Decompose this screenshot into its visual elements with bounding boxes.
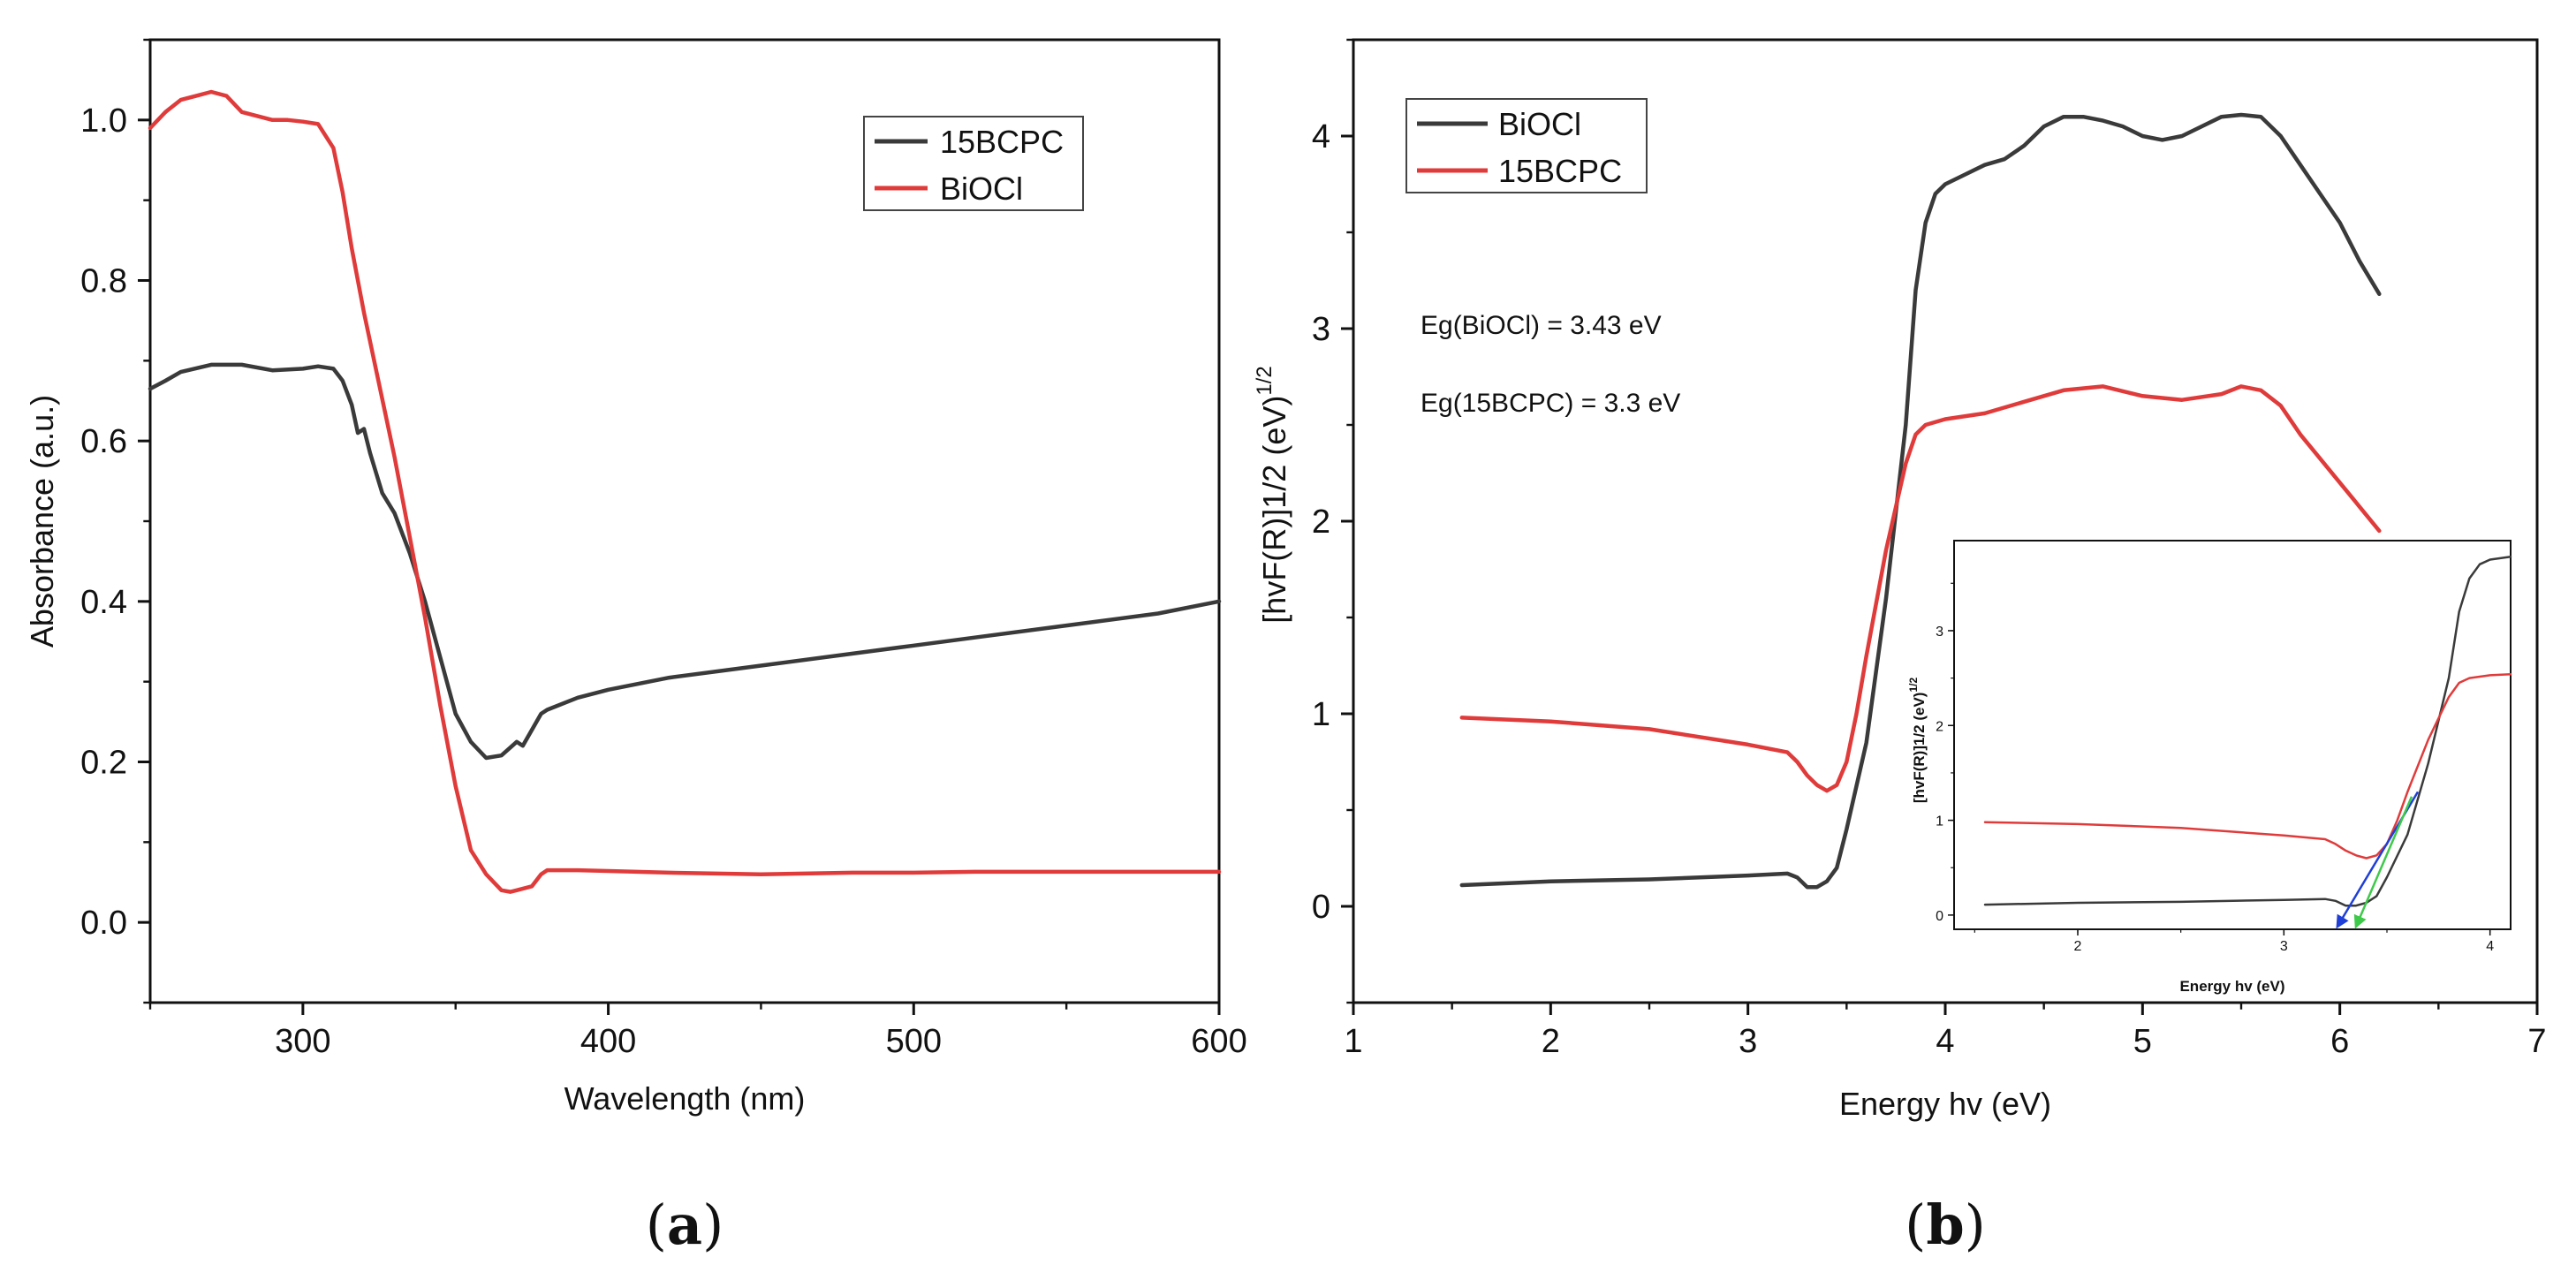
chart-a-xtick-label: 600 [1191,1023,1246,1060]
chart-a-xtick-label: 300 [275,1023,330,1060]
chart-b-series-biocl [1459,112,2382,890]
chart-a-legend-box [863,116,1084,211]
chart-a-ytick-label: 0.4 [80,584,127,621]
chart-b-ytick-label: 4 [1312,118,1330,155]
chart-b-ylabel: [hvF(R)]1/2 (eV)1/2 [1253,366,1292,623]
chart-b-xtick-label: 5 [2133,1023,2152,1060]
chart-b-inset-series-15bcpc [1983,673,2512,860]
chart-a-ytick-label: 1.0 [80,102,127,140]
chart-a-ytick-label: 0.2 [80,745,127,782]
chart-b-inset-xtick-label: 3 [2280,939,2288,954]
chart-a-legend-15bcpc: 15BCPC [940,124,1064,160]
chart-b-inset-xlabel: Energy hv (eV) [2179,978,2284,995]
chart-a-legend: 15BCPC BiOCl [863,116,1084,211]
chart-b-ytick-label: 3 [1312,311,1330,348]
chart-b-ylabel-main: [hvF(R)]1/2 (eV) [1256,396,1292,624]
chart-b-xtick-label: 2 [1542,1023,1560,1060]
chart-b-ytick-label: 0 [1312,889,1330,926]
chart-b-inset-ytick-label: 0 [1936,909,1943,924]
chart-a-ytick-label: 0.0 [80,905,127,942]
chart-b-xtick-label: 7 [2527,1023,2546,1060]
chart-a-series-15bcpc [148,362,1222,761]
chart-b-xtick-label: 6 [2330,1023,2349,1060]
chart-a-ylabel: Absorbance (a.u.) [24,395,60,648]
chart-b-inset-green-tangent [2353,796,2413,929]
chart-b-inset-xtick-label: 4 [2486,939,2494,954]
chart-a-panel-close: ) [702,1193,724,1257]
chart-b-annotation-15bcpc: Eg(15BCPC) = 3.3 eV [1421,389,1680,418]
chart-a-ytick-label: 0.6 [80,423,127,460]
chart-a-ytick-label: 0.8 [80,263,127,300]
chart-b-inset-xtick-label: 2 [2074,939,2082,954]
chart-b-legend-box [1405,98,1648,193]
chart-b-panel-close: ) [1965,1193,1986,1257]
chart-b: 1 2 3 4 5 6 7 0 1 2 3 4 Energy hv (eV) [hvF(R)]1/2 … [1253,38,2547,1257]
chart-b-inset-ylabel-sup: 1/2 [1907,678,1920,693]
chart-b-inset-ylabel: [hvF(R)]1/2 (eV)1/2 [1907,678,1928,804]
chart-b-ytick-label: 2 [1312,504,1330,541]
chart-b-inset-ytick-label: 3 [1936,625,1943,640]
chart-b-panel-letter: b [1926,1193,1964,1257]
chart-b-series-15bcpc [1459,384,2382,793]
chart-a-series-biocl [148,89,1222,894]
chart-a-legend-biocl: BiOCl [940,170,1023,207]
chart-b-xtick-label: 3 [1739,1023,1757,1060]
chart-b-inset-ytick-label: 2 [1936,719,1943,734]
chart-b-inset-ylabel-main: [hvF(R)]1/2 (eV) [1911,693,1928,804]
chart-a-panel-letter: a [667,1193,702,1257]
chart-a-xlabel: Wavelength (nm) [564,1080,806,1117]
chart-b-panel-open: ( [1905,1193,1926,1257]
chart-b-ytick-label: 1 [1312,696,1330,733]
chart-b-legend-biocl: BiOCl [1498,106,1581,142]
chart-b-inset: 2 3 4 0 1 2 3 Energy hv (eV) [hvF(R)]1/2 (eV)1… [1907,540,2512,995]
chart-b-xtick-label: 4 [1936,1023,1954,1060]
chart-b-inset-ytick-label: 1 [1936,814,1943,829]
chart-b-xtick-label: 1 [1344,1023,1362,1060]
chart-b-inset-series-biocl [1983,555,2512,907]
chart-a-xtick-label: 400 [580,1023,636,1060]
chart-b-inset-frame [1953,540,2512,930]
chart-a-panel-label: (a) [646,1193,724,1257]
chart-a-xtick-label: 500 [886,1023,942,1060]
chart-b-xlabel: Energy hv (eV) [1839,1086,2051,1122]
chart-b-panel-label: (b) [1905,1193,1986,1257]
chart-b-legend: BiOCl 15BCPC [1405,98,1648,193]
chart-a-panel-open: ( [646,1193,667,1257]
chart-b-ylabel-sup: 1/2 [1253,366,1277,395]
chart-a: 300 400 500 600 0.0 0.2 0.4 0.6 0.8 1.0 Wavelengt… [24,38,1247,1257]
chart-b-annotation-biocl: Eg(BiOCl) = 3.43 eV [1421,311,1662,340]
chart-b-legend-15bcpc: 15BCPC [1498,153,1622,189]
